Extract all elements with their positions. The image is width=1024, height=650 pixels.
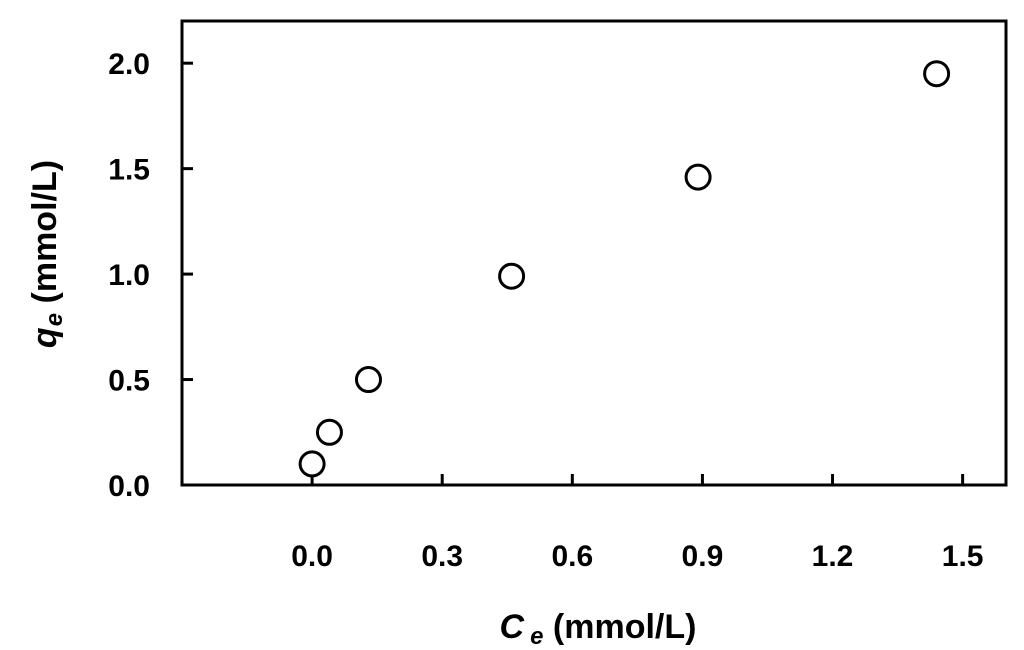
data-point <box>923 60 951 88</box>
data-point <box>354 366 382 394</box>
x-axis-unit: (mmol/L) <box>543 608 696 646</box>
data-point <box>498 262 526 290</box>
data-point <box>298 450 326 478</box>
x-axis-symbol: C <box>500 608 525 646</box>
data-point <box>684 163 712 191</box>
y-axis-unit: (mmol/L) <box>26 160 64 313</box>
data-point <box>315 418 343 446</box>
y-tick-label: 1.0 <box>108 259 150 292</box>
x-tick-label: 0.0 <box>291 540 333 573</box>
data-points <box>298 60 951 478</box>
x-axis-subscript: e <box>530 623 543 650</box>
y-axis-ticks: 0.0 0.5 1.0 1.5 2.0 <box>108 48 193 503</box>
y-tick-label: 2.0 <box>108 48 150 81</box>
y-axis-subscript: e <box>41 313 68 326</box>
plot-border <box>180 19 1008 487</box>
y-axis-symbol: q <box>26 327 64 348</box>
x-tick-label: 1.5 <box>942 540 984 573</box>
x-tick-label: 0.9 <box>682 540 724 573</box>
x-tick-label: 0.3 <box>421 540 463 573</box>
y-tick-label: 1.5 <box>108 154 150 187</box>
x-tick-label: 0.6 <box>551 540 593 573</box>
x-tick-label: 1.2 <box>812 540 854 573</box>
x-axis-ticks: 0.0 0.3 0.6 0.9 1.2 1.5 <box>291 474 983 573</box>
y-tick-label: 0.0 <box>108 470 150 503</box>
y-axis-title: qe (mmol/L) <box>26 160 68 348</box>
plot-frame <box>180 19 1008 487</box>
y-tick-label: 0.5 <box>108 365 150 398</box>
